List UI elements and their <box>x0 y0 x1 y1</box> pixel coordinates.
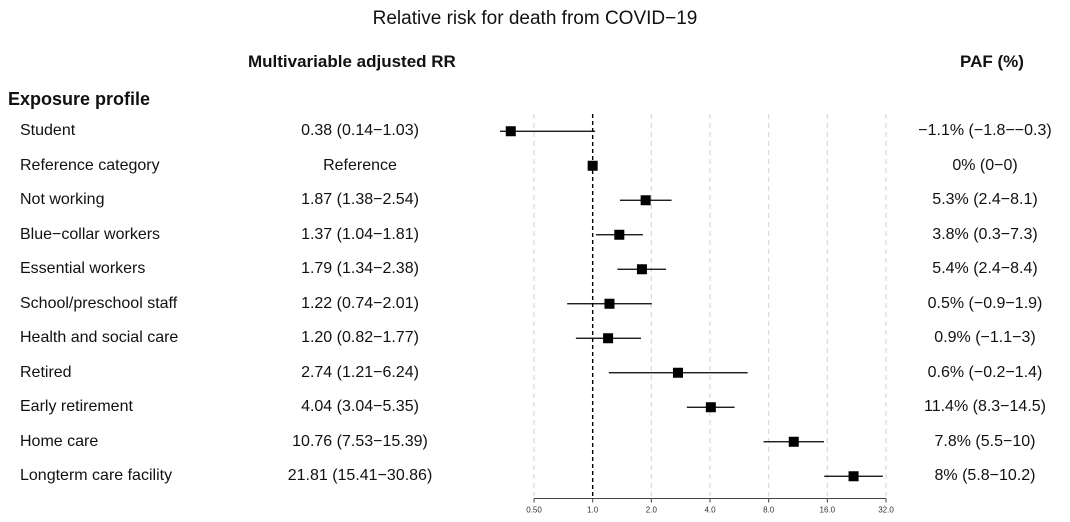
table-row: School/preschool staff 1.22 (0.74−2.01) 0.… <box>0 287 1070 322</box>
x-tick-label: 8.0 <box>763 506 775 515</box>
row-rr-value: Reference <box>323 156 397 174</box>
x-tick-label: 2.0 <box>646 506 658 515</box>
forest-plot: 0.50 1.0 2.0 4.0 8.0 16.0 32.0 <box>500 114 894 515</box>
row-label: Essential workers <box>20 260 146 277</box>
row-label: Blue−collar workers <box>20 225 161 243</box>
row-rr-value: 4.04 (3.04−5.35) <box>301 398 419 415</box>
table-row: Student 0.38 (0.14−1.03) −1.1% (−1.8−−0.3) <box>0 114 1070 149</box>
x-tick-label: 0.50 <box>526 506 542 515</box>
row-paf-value: 3.8% (0.3−7.3) <box>932 225 1038 243</box>
row-rr-value: 1.79 (1.34−2.38) <box>301 260 419 277</box>
row-rr-value: 10.76 (7.53−15.39) <box>292 432 428 450</box>
rr-marker <box>788 436 799 447</box>
table-row: Essential workers 1.79 (1.34−2.38) 5.4% (2… <box>0 252 1070 287</box>
table-row: Early retirement 4.04 (3.04−5.35) 11.4% (8… <box>0 390 1070 425</box>
x-tick-label: 1.0 <box>587 506 599 515</box>
rr-marker <box>705 402 716 413</box>
table-row: Retired 2.74 (1.21−6.24) 0.6% (−0.2−1.4) <box>0 356 1070 391</box>
table-row: Not working 1.87 (1.38−2.54) 5.3% (2.4−8.1… <box>0 183 1070 218</box>
row-paf-value: 5.3% (2.4−8.1) <box>932 191 1038 208</box>
row-rr-value: 1.37 (1.04−1.81) <box>301 225 419 243</box>
row-rr-value: 1.87 (1.38−2.54) <box>301 191 419 208</box>
row-paf-value: 0.6% (−0.2−1.4) <box>927 363 1043 381</box>
row-rr-value: 21.81 (15.41−30.86) <box>287 467 433 484</box>
row-label: Reference category <box>20 156 160 174</box>
row-rr-value: 2.74 (1.21−6.24) <box>301 363 419 381</box>
rr-marker <box>636 264 647 275</box>
rr-column-header: Multivariable adjusted RR <box>248 52 456 71</box>
table-row: Reference category Reference 0% (0−0) <box>0 149 1070 184</box>
paf-column-header: PAF (%) <box>960 52 1024 71</box>
table-row: Home care 10.76 (7.53−15.39) 7.8% (5.5−10) <box>0 425 1070 460</box>
row-paf-value: 5.4% (2.4−8.4) <box>932 260 1038 277</box>
row-label: School/preschool staff <box>20 294 178 312</box>
rr-marker <box>587 160 598 171</box>
row-label: Not working <box>20 191 105 208</box>
rr-marker <box>505 126 516 137</box>
row-paf-value: 11.4% (8.3−14.5) <box>923 398 1046 415</box>
section-label: Exposure profile <box>8 89 151 109</box>
row-label: Student <box>20 122 76 139</box>
rr-marker <box>603 333 614 344</box>
row-label: Retired <box>20 363 72 381</box>
rr-marker <box>640 195 651 206</box>
row-paf-value: 7.8% (5.5−10) <box>934 432 1036 450</box>
chart-title: Relative risk for death from COVID−19 <box>372 8 698 29</box>
rr-marker <box>848 471 859 482</box>
row-label: Longterm care facility <box>20 467 173 484</box>
row-rr-value: 0.38 (0.14−1.03) <box>301 122 419 139</box>
rr-marker <box>604 298 615 309</box>
table-row: Blue−collar workers 1.37 (1.04−1.81) 3.8% … <box>0 218 1070 253</box>
row-rr-value: 1.20 (0.82−1.77) <box>301 329 419 346</box>
row-rr-value: 1.22 (0.74−2.01) <box>301 294 419 312</box>
table-row: Longterm care facility 21.81 (15.41−30.86… <box>0 459 1070 494</box>
rr-marker <box>614 229 625 240</box>
row-label: Health and social care <box>20 329 179 346</box>
row-paf-value: 0% (0−0) <box>952 156 1018 174</box>
row-paf-value: 0.5% (−0.9−1.9) <box>927 294 1043 312</box>
row-paf-value: 0.9% (−1.1−3) <box>934 329 1036 346</box>
row-paf-value: 8% (5.8−10.2) <box>934 467 1036 484</box>
rr-marker <box>672 367 683 378</box>
x-tick-label: 16.0 <box>820 506 836 515</box>
x-tick-label: 4.0 <box>704 506 716 515</box>
table-row: Health and social care 1.20 (0.82−1.77) 0.… <box>0 321 1070 356</box>
row-label: Home care <box>20 432 99 450</box>
row-label: Early retirement <box>20 398 133 415</box>
row-paf-value: −1.1% (−1.8−−0.3) <box>918 122 1052 139</box>
exposure-table: Student 0.38 (0.14−1.03) −1.1% (−1.8−−0.3)… <box>0 114 1070 494</box>
x-tick-label: 32.0 <box>878 506 894 515</box>
